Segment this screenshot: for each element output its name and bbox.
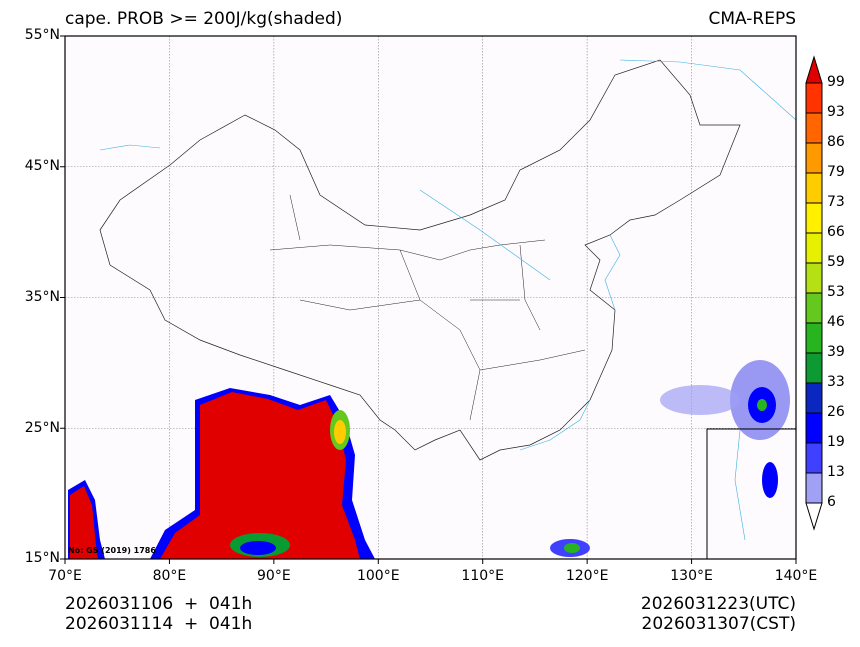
lat-label: 45°N [24, 158, 60, 174]
colorbar-label: 46 [827, 314, 845, 330]
colorbar-label: 59 [827, 254, 845, 270]
colorbar-label: 99 [827, 74, 845, 90]
init-time: 2026031106 + 041h 2026031114 + 041h [65, 594, 252, 634]
lon-label: 90°E [257, 568, 291, 584]
colorbar-bin [805, 412, 823, 444]
lon-label: 110°E [461, 568, 504, 584]
colorbar-label: 33 [827, 374, 845, 390]
colorbar-label: 73 [827, 194, 845, 210]
colorbar-bin [805, 112, 823, 144]
probability-shading [68, 360, 790, 559]
colorbar-bin [805, 322, 823, 354]
lon-label: 100°E [356, 568, 400, 584]
coastline [99, 59, 797, 541]
lon-label: 130°E [670, 568, 713, 584]
init-utc-text: 2026031106 + 041h [65, 594, 253, 614]
model-name: CMA-REPS [708, 9, 796, 29]
colorbar-bin [805, 142, 823, 174]
lon-label: 80°E [152, 568, 187, 584]
colorbar-label: 39 [827, 344, 845, 360]
chart-title: cape. PROB >= 200J/kg(shaded) [65, 9, 343, 29]
lat-label: 15°N [24, 550, 60, 566]
province-boundaries [269, 194, 586, 421]
gridlines [65, 36, 796, 559]
lon-label: 120°E [565, 568, 609, 584]
lat-label: 55°N [24, 27, 60, 43]
colorbar [805, 55, 823, 531]
colorbar-label: 19 [827, 434, 845, 450]
lon-label: 70°E [48, 568, 82, 584]
colorbar-label: 6 [827, 494, 836, 510]
init-bjt-text: 2026031114 + 041h [65, 614, 253, 634]
lon-label: 140°E [774, 568, 818, 584]
valid-utc-text: 2026031223(UTC) [640, 594, 796, 614]
colorbar-label: 93 [827, 104, 845, 120]
lat-label: 35°N [24, 289, 60, 305]
colorbar-label: 26 [827, 404, 845, 420]
colorbar-bin [805, 262, 823, 294]
valid-time: 2026031223(UTC) 2026031307(CST) [641, 594, 796, 634]
colorbar-label: 13 [827, 464, 845, 480]
colorbar-label: 66 [827, 224, 845, 240]
colorbar-over-arrow [805, 55, 823, 84]
colorbar-label: 79 [827, 164, 845, 180]
lat-label: 25°N [24, 420, 60, 436]
colorbar-bin [805, 382, 823, 414]
map-approval-number: No: GS (2019) 1786 [68, 546, 156, 555]
colorbar-bin [805, 82, 823, 114]
colorbar-bin [805, 292, 823, 324]
colorbar-under-arrow [805, 502, 823, 531]
colorbar-bin [805, 172, 823, 204]
colorbar-label: 53 [827, 284, 845, 300]
colorbar-bin [805, 232, 823, 264]
colorbar-bin [805, 352, 823, 384]
colorbar-bin [805, 202, 823, 234]
colorbar-bin [805, 472, 823, 504]
colorbar-label: 86 [827, 134, 845, 150]
colorbar-bin [805, 442, 823, 474]
valid-cst-text: 2026031307(CST) [641, 614, 796, 634]
